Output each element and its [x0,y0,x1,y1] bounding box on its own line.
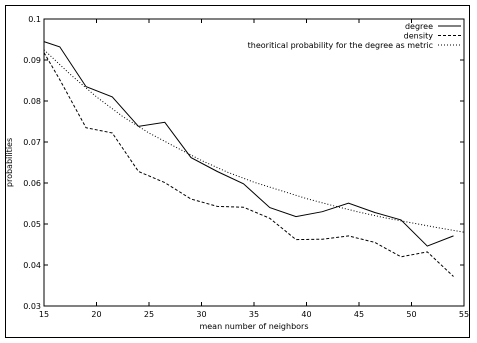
figure-frame [5,5,470,338]
x-tick-label: 40 [301,310,311,319]
x-tick-label: 15 [39,310,49,319]
y-tick-label: 0.06 [23,179,41,188]
x-axis-label: mean number of neighbors [199,322,308,331]
legend-label: degree [405,22,433,31]
series-lines [43,41,465,277]
x-tick-label: 35 [249,310,259,319]
plot-area [43,18,465,307]
x-tick-label: 50 [406,310,416,319]
y-tick-label: 0.07 [23,138,41,147]
axis-ticks [43,18,465,307]
y-tick-label: 0.1 [28,15,41,24]
x-tick-label: 25 [144,310,154,319]
y-tick-label: 0.03 [23,302,41,311]
y-tick-label: 0.04 [23,261,41,270]
y-tick-label: 0.08 [23,97,41,106]
y-tick-label: 0.05 [23,220,41,229]
series-line-solid [43,41,454,247]
x-tick-label: 30 [196,310,206,319]
x-tick-label: 55 [459,310,469,319]
series-line-dashed [43,52,454,277]
x-tick-label: 20 [91,310,101,319]
x-tick-label: 45 [354,310,364,319]
legend-label: theoritical probability for the degree a… [248,41,433,50]
tick-labels: 15 20 25 30 35 40 45 50 55 0.03 0.04 0.05 0.06 0.07 0.… [23,15,469,319]
y-axis-label: probabilities [5,138,14,187]
series-line-dotted [43,49,465,233]
legend-label: density [404,32,434,41]
y-tick-label: 0.09 [23,56,41,65]
